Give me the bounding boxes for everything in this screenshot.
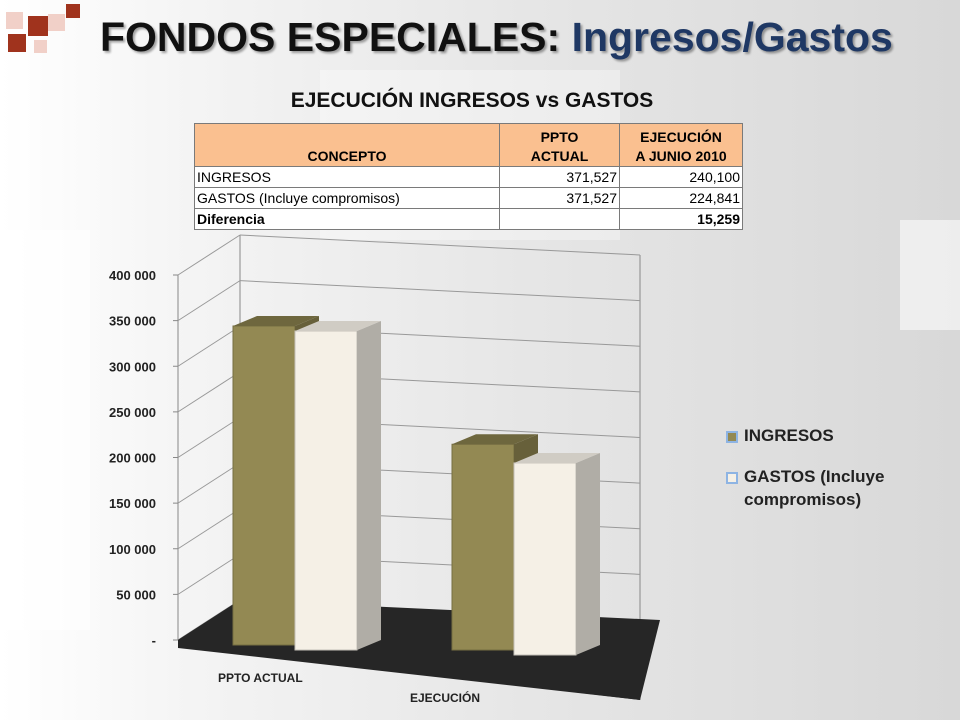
y-tick-label: 50 000: [116, 587, 156, 602]
chart-legend: INGRESOS GASTOS (Incluye compromisos): [726, 424, 944, 529]
table-cell: Diferencia: [194, 208, 500, 230]
table-header-cell: PPTO ACTUAL: [499, 123, 620, 167]
gridline-side: [177, 371, 241, 413]
x-category-label: PPTO ACTUAL: [218, 671, 303, 685]
legend-item: INGRESOS: [726, 424, 944, 447]
header-text: CONCEPTO: [307, 148, 387, 164]
gridline-back: [239, 234, 641, 256]
summary-table: CONCEPTO PPTO ACTUAL EJECUCIÓN A JUNIO 201…: [194, 123, 743, 230]
bar-front-1-0: [451, 443, 515, 651]
gridline-back: [239, 280, 641, 302]
header-text: EJECUCIÓN: [640, 129, 722, 145]
gridline-side: [177, 462, 241, 504]
header-text: ACTUAL: [530, 148, 589, 164]
y-tick-label: 100 000: [109, 542, 156, 557]
y-tick-label: 300 000: [109, 359, 156, 374]
table-row: Diferencia 15,259: [194, 208, 743, 230]
gridline-side: [177, 508, 241, 550]
bar-front-1-1: [513, 462, 577, 656]
legend-item: GASTOS (Incluye compromisos): [726, 465, 944, 511]
bar-front-0-1: [294, 330, 358, 651]
y-tick-label: 150 000: [109, 496, 156, 511]
logo-square: [6, 12, 23, 29]
legend-swatch-gastos: [726, 472, 738, 484]
gridline-side: [177, 280, 241, 322]
bar-top-0-0: [233, 315, 319, 326]
slide-title: FONDOS ESPECIALES: Ingresos/Gastos: [100, 14, 893, 61]
y-tick-label: 200 000: [109, 451, 156, 466]
bar-top-1-0: [452, 434, 538, 445]
gridline-side: [177, 325, 241, 367]
bar-top-0-1: [295, 320, 381, 331]
y-tick-label: 350 000: [109, 314, 156, 329]
gridline-side: [177, 553, 241, 595]
slide-title-accent: Ingresos/Gastos: [571, 14, 893, 60]
y-tick-label: -: [152, 633, 156, 648]
logo-square: [28, 16, 48, 36]
legend-swatch-ingresos: [726, 431, 738, 443]
table-cell: 15,259: [619, 208, 743, 230]
y-tick-label: 250 000: [109, 405, 156, 420]
chart-bars: [232, 315, 600, 656]
header-text: A JUNIO 2010: [635, 148, 727, 164]
table-cell: 371,527: [499, 187, 620, 209]
logo-square: [66, 4, 80, 18]
bar-side-0-1: [357, 320, 381, 650]
gridline-side: [177, 417, 241, 458]
gridline-side: [177, 234, 241, 276]
table-header-row: CONCEPTO PPTO ACTUAL EJECUCIÓN A JUNIO 201…: [194, 123, 743, 167]
header-text: PPTO: [540, 129, 579, 145]
table-header-cell: EJECUCIÓN A JUNIO 2010: [619, 123, 743, 167]
table-cell: INGRESOS: [194, 166, 500, 188]
x-axis-categories: PPTO ACTUAL EJECUCIÓN: [218, 671, 480, 705]
table-title: EJECUCIÓN INGRESOS vs GASTOS: [290, 89, 654, 112]
y-axis-ticks: - 50 000 100 000 150 000 200 000 250 000 300 0…: [109, 268, 156, 648]
y-tick-label: 400 000: [109, 268, 156, 283]
legend-label: GASTOS (Incluye compromisos): [744, 467, 885, 509]
logo-square: [48, 14, 65, 31]
bar-side-1-1: [576, 452, 600, 655]
legend-label: INGRESOS: [744, 426, 834, 445]
x-category-label: EJECUCIÓN: [410, 690, 480, 705]
logo-square: [34, 40, 47, 53]
bar-front-0-0: [232, 325, 296, 646]
background-panel-left: [0, 230, 90, 630]
logo-square: [8, 34, 26, 52]
slide-title-main: FONDOS ESPECIALES:: [100, 14, 561, 60]
bar-top-1-1: [514, 452, 600, 463]
background-panel-right: [900, 220, 960, 330]
